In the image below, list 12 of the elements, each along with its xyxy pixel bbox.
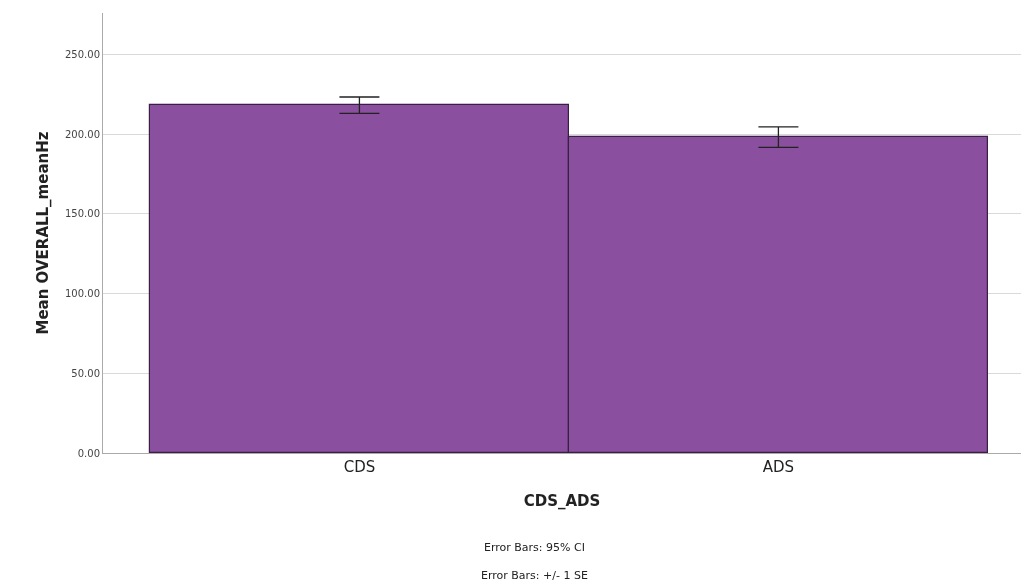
x-tick-label: CDS — [343, 458, 376, 476]
x-axis-title: CDS_ADS — [523, 492, 601, 510]
y-axis-title: Mean OVERALL_meanHz — [34, 131, 53, 335]
y-tick-label: 200.00 — [65, 128, 100, 140]
y-tick-label: 0.00 — [77, 447, 100, 459]
y-tick-label: 150.00 — [65, 208, 100, 220]
text: Error Bars: 95% CI — [484, 541, 585, 554]
y-tick-label: 100.00 — [65, 288, 100, 300]
y-tick-label: 250.00 — [65, 48, 100, 60]
y-tick-label: 50.00 — [71, 367, 100, 379]
x-tick-label: ADS — [762, 458, 795, 476]
text: Error Bars: +/- 1 SE — [481, 569, 588, 582]
